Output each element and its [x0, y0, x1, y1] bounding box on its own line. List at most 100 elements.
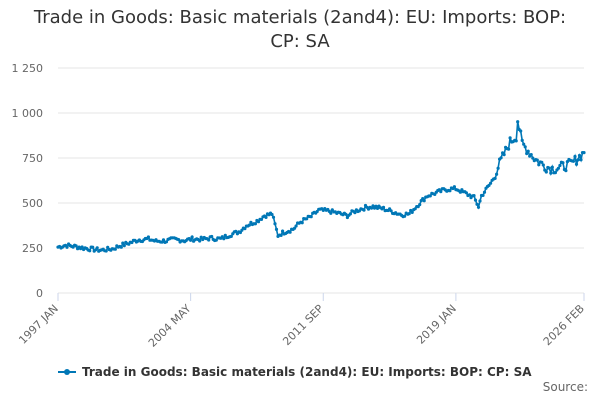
legend[interactable]: Trade in Goods: Basic materials (2and4):… [58, 365, 532, 379]
data-point[interactable] [473, 198, 478, 202]
data-point[interactable] [119, 245, 123, 249]
data-point[interactable] [525, 151, 529, 156]
data-point[interactable] [489, 181, 493, 185]
data-point[interactable] [198, 239, 202, 243]
data-point[interactable] [514, 139, 518, 143]
data-point[interactable] [478, 199, 482, 203]
data-point[interactable] [547, 166, 551, 170]
data-point[interactable] [294, 224, 298, 228]
data-point[interactable] [146, 235, 150, 239]
data-point[interactable] [253, 222, 257, 226]
data-point[interactable] [556, 166, 561, 170]
data-point[interactable] [256, 220, 261, 224]
data-point[interactable] [122, 244, 126, 248]
data-point[interactable] [344, 212, 348, 216]
data-point[interactable] [550, 165, 554, 169]
data-point[interactable] [234, 229, 238, 233]
data-point[interactable] [529, 153, 533, 157]
data-point[interactable] [564, 169, 568, 173]
data-point[interactable] [428, 194, 432, 198]
data-point[interactable] [80, 245, 84, 249]
data-point[interactable] [519, 129, 523, 133]
data-point[interactable] [88, 249, 92, 253]
data-point[interactable] [91, 245, 95, 249]
data-point[interactable] [507, 147, 511, 151]
data-point[interactable] [238, 230, 242, 235]
data-point[interactable] [439, 190, 443, 194]
data-point[interactable] [452, 185, 456, 189]
data-point[interactable] [508, 136, 512, 140]
data-point[interactable] [561, 161, 565, 165]
data-point[interactable] [422, 199, 426, 203]
data-point[interactable] [558, 163, 562, 168]
data-point[interactable] [164, 240, 169, 244]
data-point[interactable] [190, 235, 194, 239]
data-point[interactable] [520, 138, 524, 142]
data-point[interactable] [531, 156, 535, 160]
data-point[interactable] [121, 241, 125, 245]
data-point[interactable] [522, 142, 526, 146]
data-point[interactable] [300, 221, 304, 225]
data-point[interactable] [582, 151, 586, 155]
data-point[interactable] [487, 183, 491, 187]
data-point[interactable] [264, 215, 268, 219]
data-point[interactable] [553, 171, 558, 175]
data-point[interactable] [495, 172, 499, 176]
data-point[interactable] [210, 234, 214, 239]
data-point[interactable] [448, 189, 452, 193]
data-point[interactable] [199, 235, 203, 239]
data-point[interactable] [273, 222, 277, 226]
data-point[interactable] [579, 158, 583, 162]
data-point[interactable] [65, 245, 69, 249]
data-point[interactable] [270, 212, 274, 217]
data-point[interactable] [493, 176, 497, 180]
data-point[interactable] [189, 238, 193, 242]
data-point[interactable] [243, 227, 247, 231]
data-point[interactable] [540, 160, 544, 164]
data-point[interactable] [537, 163, 541, 167]
data-point[interactable] [516, 120, 520, 124]
data-point[interactable] [482, 190, 487, 194]
data-point[interactable] [207, 238, 211, 242]
data-point[interactable] [362, 208, 366, 212]
data-point[interactable] [229, 234, 233, 238]
data-point[interactable] [161, 238, 166, 242]
data-point[interactable] [389, 209, 393, 213]
data-point[interactable] [499, 156, 503, 160]
data-point[interactable] [214, 238, 218, 242]
data-point[interactable] [353, 211, 357, 215]
data-point[interactable] [403, 214, 407, 218]
data-point[interactable] [348, 212, 352, 216]
data-point[interactable] [381, 205, 386, 209]
data-point[interactable] [535, 158, 539, 162]
data-point[interactable] [549, 171, 553, 175]
data-point[interactable] [467, 193, 472, 197]
data-point[interactable] [410, 210, 414, 214]
data-point[interactable] [523, 145, 527, 149]
data-point[interactable] [113, 247, 117, 251]
data-point[interactable] [281, 229, 285, 233]
data-point[interactable] [573, 154, 577, 159]
data-point[interactable] [271, 215, 276, 219]
data-point[interactable] [476, 205, 481, 209]
data-point[interactable] [577, 153, 582, 158]
data-point[interactable] [274, 227, 279, 231]
data-point[interactable] [288, 230, 292, 234]
data-point[interactable] [309, 215, 313, 219]
data-point[interactable] [541, 163, 545, 167]
data-point[interactable] [259, 217, 264, 221]
data-point[interactable] [279, 233, 283, 237]
data-point[interactable] [222, 237, 226, 241]
data-point[interactable] [177, 238, 181, 242]
data-point[interactable] [481, 193, 485, 197]
data-point[interactable] [458, 190, 462, 194]
data-point[interactable] [247, 223, 251, 227]
data-point[interactable] [305, 217, 309, 221]
data-point[interactable] [95, 246, 99, 250]
data-point[interactable] [574, 162, 579, 166]
data-point[interactable] [472, 194, 476, 198]
data-point[interactable] [464, 191, 468, 195]
data-point[interactable] [526, 149, 530, 153]
data-point[interactable] [407, 212, 411, 216]
data-point[interactable] [496, 166, 500, 170]
